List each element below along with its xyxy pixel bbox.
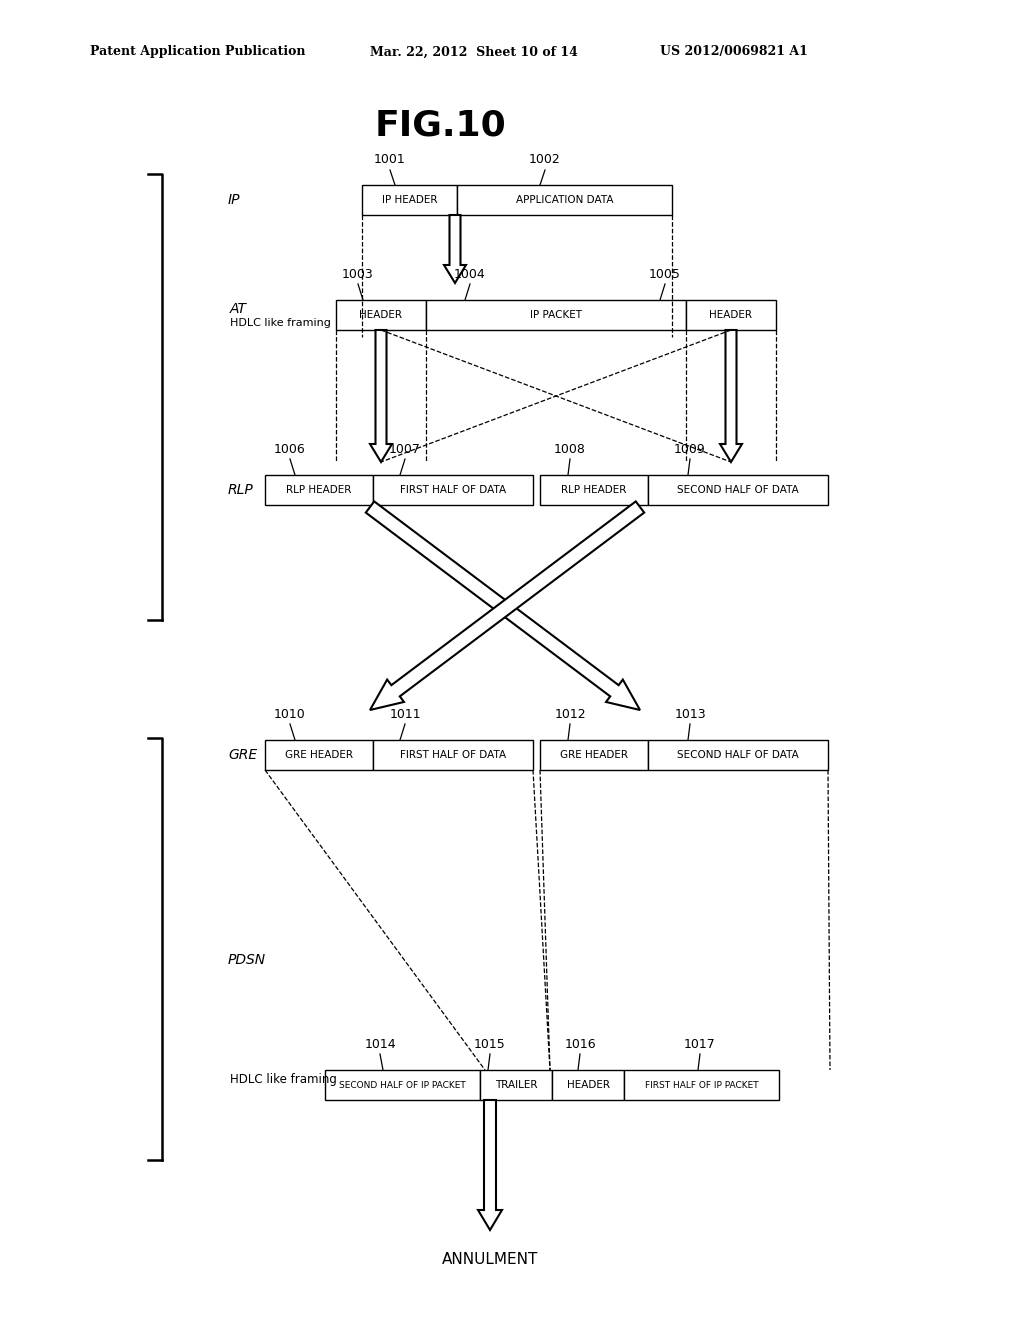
Text: IP: IP [228, 193, 241, 207]
Text: FIRST HALF OF DATA: FIRST HALF OF DATA [400, 484, 506, 495]
Polygon shape [366, 502, 640, 710]
Text: 1002: 1002 [529, 153, 561, 166]
Bar [648, 475, 828, 506]
Text: US 2012/0069821 A1: US 2012/0069821 A1 [660, 45, 808, 58]
Polygon shape [370, 330, 392, 462]
Text: FIRST HALF OF IP PACKET: FIRST HALF OF IP PACKET [645, 1081, 759, 1089]
Text: 1006: 1006 [274, 444, 306, 455]
Bar [373, 741, 534, 770]
Text: GRE HEADER: GRE HEADER [285, 750, 353, 760]
Text: GRE HEADER: GRE HEADER [560, 750, 628, 760]
Text: Patent Application Publication: Patent Application Publication [90, 45, 305, 58]
Text: 1007: 1007 [389, 444, 421, 455]
Bar [457, 185, 672, 215]
Text: 1015: 1015 [474, 1038, 506, 1051]
Text: HEADER: HEADER [710, 310, 753, 319]
Bar [686, 300, 776, 330]
Text: 1012: 1012 [554, 708, 586, 721]
Polygon shape [478, 1100, 502, 1230]
Text: FIRST HALF OF DATA: FIRST HALF OF DATA [400, 750, 506, 760]
Text: 1009: 1009 [674, 444, 706, 455]
Text: 1017: 1017 [684, 1038, 716, 1051]
Text: TRAILER: TRAILER [495, 1080, 538, 1090]
Text: HDLC like framing: HDLC like framing [230, 1072, 337, 1085]
Text: 1004: 1004 [454, 268, 485, 281]
Bar [265, 741, 373, 770]
Bar [336, 300, 426, 330]
Text: IP HEADER: IP HEADER [382, 195, 437, 205]
Bar [265, 475, 373, 506]
Text: ANNULMENT: ANNULMENT [441, 1253, 539, 1267]
Polygon shape [720, 330, 742, 462]
Text: HEADER: HEADER [359, 310, 402, 319]
Text: 1014: 1014 [365, 1038, 396, 1051]
Text: FIG.10: FIG.10 [374, 108, 506, 143]
Text: APPLICATION DATA: APPLICATION DATA [516, 195, 613, 205]
Bar [373, 475, 534, 506]
Bar [426, 300, 686, 330]
Polygon shape [370, 502, 644, 710]
Text: PDSN: PDSN [228, 953, 266, 968]
Text: 1010: 1010 [274, 708, 306, 721]
Bar [362, 185, 457, 215]
Text: 1011: 1011 [389, 708, 421, 721]
Bar [325, 1071, 480, 1100]
Text: IP PACKET: IP PACKET [530, 310, 582, 319]
Text: Mar. 22, 2012  Sheet 10 of 14: Mar. 22, 2012 Sheet 10 of 14 [370, 45, 578, 58]
Text: 1005: 1005 [649, 268, 681, 281]
Text: 1003: 1003 [342, 268, 374, 281]
Text: RLP: RLP [228, 483, 254, 498]
Bar [540, 475, 648, 506]
Text: 1008: 1008 [554, 444, 586, 455]
Polygon shape [444, 215, 466, 282]
Text: 1013: 1013 [674, 708, 706, 721]
Bar [624, 1071, 779, 1100]
Text: SECOND HALF OF DATA: SECOND HALF OF DATA [677, 484, 799, 495]
Text: AT: AT [230, 302, 247, 315]
Text: 1016: 1016 [564, 1038, 596, 1051]
Bar [540, 741, 648, 770]
Text: HDLC like framing: HDLC like framing [230, 318, 331, 327]
Text: HEADER: HEADER [566, 1080, 609, 1090]
Bar [552, 1071, 624, 1100]
Text: SECOND HALF OF DATA: SECOND HALF OF DATA [677, 750, 799, 760]
Bar [648, 741, 828, 770]
Text: SECOND HALF OF IP PACKET: SECOND HALF OF IP PACKET [339, 1081, 466, 1089]
Text: GRE: GRE [228, 748, 257, 762]
Bar [480, 1071, 552, 1100]
Text: 1001: 1001 [374, 153, 406, 166]
Text: RLP HEADER: RLP HEADER [287, 484, 351, 495]
Text: RLP HEADER: RLP HEADER [561, 484, 627, 495]
